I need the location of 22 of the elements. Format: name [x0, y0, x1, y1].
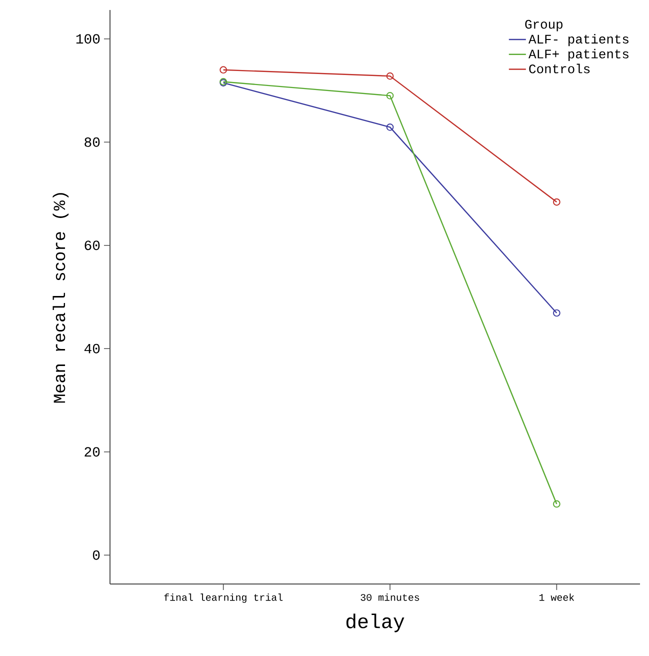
- legend-label: ALF+ patients: [528, 48, 628, 61]
- point: [386, 123, 394, 131]
- point: [386, 72, 394, 80]
- y-tick-label: 100: [76, 34, 100, 44]
- y-tick-label: 20: [84, 447, 100, 457]
- x-tick-label: final learning trial: [164, 594, 283, 603]
- point: [552, 198, 560, 206]
- y-tick-label: 80: [84, 137, 100, 147]
- y-axis-title: Mean recall score (%): [52, 193, 69, 403]
- legend-label: ALF- patients: [528, 34, 628, 46]
- x-axis-title: delay: [346, 614, 404, 632]
- y-tick-label: 40: [84, 344, 100, 354]
- legend-label: Controls: [529, 64, 590, 74]
- point: [220, 66, 228, 74]
- y-tick-label: 0: [92, 550, 100, 560]
- legend-title: Group: [525, 20, 562, 32]
- y-tick-label: 60: [84, 240, 100, 250]
- x-tick-label: 1 week: [539, 594, 574, 601]
- point: [386, 92, 394, 100]
- point: [552, 500, 560, 508]
- x-tick-label: 30 minutes: [360, 594, 420, 601]
- point: [552, 309, 560, 317]
